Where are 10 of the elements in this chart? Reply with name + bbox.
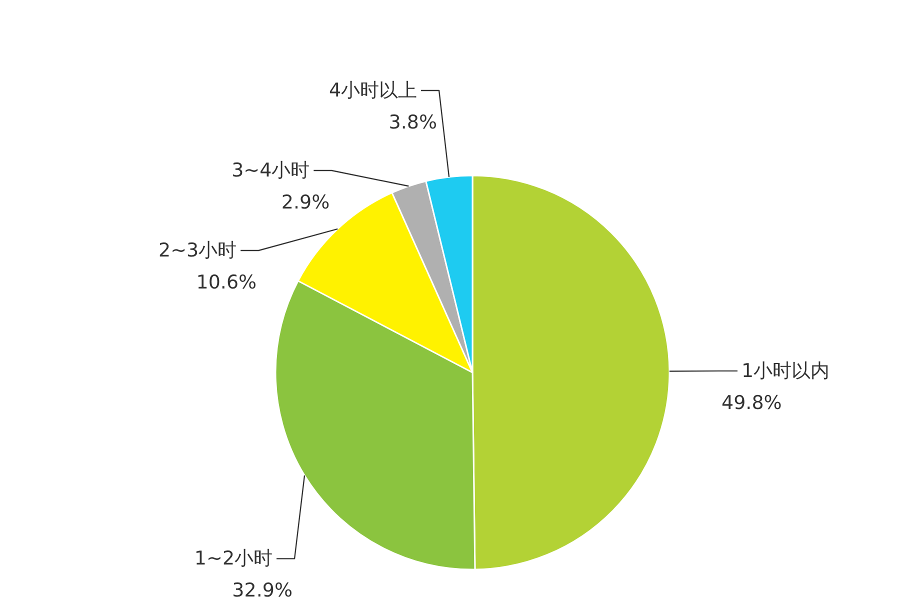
data-label: 2.9%: [281, 192, 330, 214]
data-label: 49.8%: [722, 392, 782, 414]
slice-label: 2~3小时: [158, 240, 237, 262]
slice-label: 4小时以上: [328, 80, 418, 102]
data-label: 3.8%: [388, 112, 438, 134]
slice-label: 3~4小时: [232, 160, 310, 182]
slice-label: 1小时以内: [742, 360, 830, 382]
data-label: 10.6%: [196, 272, 257, 294]
data-label: 32.9%: [232, 580, 293, 602]
slice-label: 1~2小时: [194, 548, 273, 570]
